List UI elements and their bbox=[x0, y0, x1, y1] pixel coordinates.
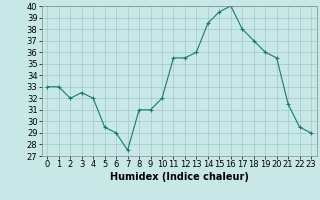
X-axis label: Humidex (Indice chaleur): Humidex (Indice chaleur) bbox=[110, 172, 249, 182]
